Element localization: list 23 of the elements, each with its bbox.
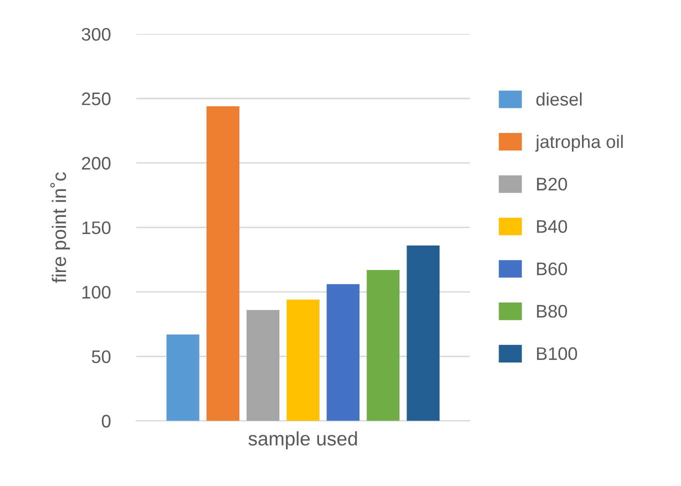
legend-label: B80 <box>537 304 568 318</box>
bar <box>166 334 200 421</box>
y-tick-label: 250 <box>82 92 110 106</box>
bar <box>366 270 400 421</box>
bar <box>406 246 440 421</box>
y-tick-label: 150 <box>82 221 110 234</box>
legend-label: B60 <box>537 262 568 276</box>
y-axis-title: fire point in˚c <box>50 172 70 283</box>
y-tick-label: 50 <box>92 350 110 364</box>
legend-label: diesel <box>536 92 582 106</box>
legend-label: jatropha oil <box>535 134 623 152</box>
x-axis-title: sample used <box>248 431 357 450</box>
bar <box>206 106 240 421</box>
legend-label: B40 <box>537 220 568 233</box>
legend-label: B20 <box>537 178 568 190</box>
legend-label: B100 <box>537 347 578 360</box>
y-tick-label: 100 <box>82 286 110 299</box>
bar <box>246 310 280 421</box>
bar <box>286 300 320 421</box>
bar <box>326 284 360 421</box>
y-tick-label: 0 <box>102 414 110 428</box>
y-tick-label: 200 <box>82 156 110 170</box>
y-tick-label: 300 <box>82 28 110 41</box>
